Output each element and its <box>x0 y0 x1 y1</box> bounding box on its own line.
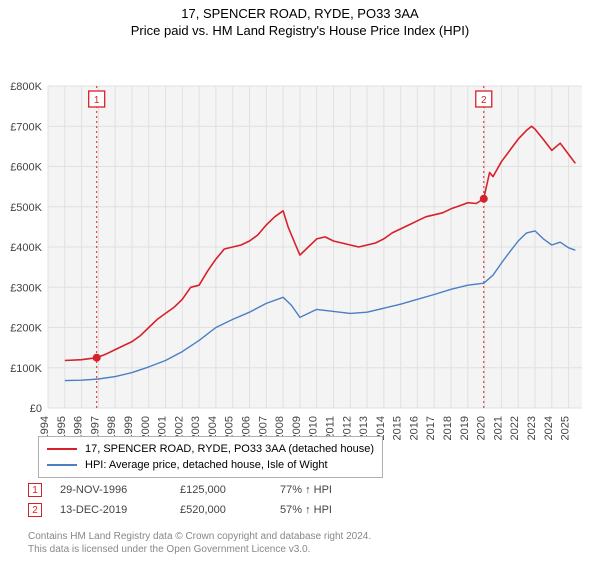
legend-swatch <box>47 448 77 450</box>
svg-text:1: 1 <box>94 95 100 106</box>
svg-text:£0: £0 <box>30 403 42 415</box>
svg-text:2021: 2021 <box>492 416 504 440</box>
svg-text:£300K: £300K <box>10 282 42 294</box>
sale-marker: 1 <box>28 483 42 497</box>
legend-item: 17, SPENCER ROAD, RYDE, PO33 3AA (detach… <box>47 441 374 457</box>
sale-price: £125,000 <box>180 484 280 496</box>
svg-text:2018: 2018 <box>442 416 454 440</box>
sale-date: 29-NOV-1996 <box>60 484 180 496</box>
svg-text:2020: 2020 <box>476 416 488 440</box>
svg-text:2017: 2017 <box>425 416 437 440</box>
svg-text:£200K: £200K <box>10 323 42 335</box>
svg-text:2016: 2016 <box>408 416 420 440</box>
legend: 17, SPENCER ROAD, RYDE, PO33 3AA (detach… <box>38 436 383 478</box>
price-chart: £0 £100K £200K £300K £400K £500K £600K £700K £80… <box>0 38 600 458</box>
legend-label: 17, SPENCER ROAD, RYDE, PO33 3AA (detach… <box>85 443 374 455</box>
page-title: 17, SPENCER ROAD, RYDE, PO33 3AA <box>0 6 600 21</box>
sales-table: 1 29-NOV-1996£125,00077% ↑ HPI 2 13-DEC-201… <box>28 480 390 520</box>
svg-text:£600K: £600K <box>10 162 42 174</box>
svg-text:2023: 2023 <box>526 416 538 440</box>
legend-label: HPI: Average price, detached house, Isle… <box>85 459 328 471</box>
sale-row: 1 29-NOV-1996£125,00077% ↑ HPI <box>28 480 390 500</box>
page-subtitle: Price paid vs. HM Land Registry's House … <box>0 23 600 38</box>
svg-text:£400K: £400K <box>10 242 42 254</box>
svg-text:2025: 2025 <box>560 416 572 440</box>
svg-text:£700K: £700K <box>10 121 42 133</box>
sale-date: 13-DEC-2019 <box>60 504 180 516</box>
sale-hpi: 77% ↑ HPI <box>280 484 390 496</box>
svg-text:£100K: £100K <box>10 363 42 375</box>
svg-text:2024: 2024 <box>543 416 555 440</box>
svg-text:2015: 2015 <box>392 416 404 440</box>
sale-hpi: 57% ↑ HPI <box>280 504 390 516</box>
svg-text:2022: 2022 <box>509 416 521 440</box>
svg-text:2019: 2019 <box>459 416 471 440</box>
svg-text:£800K: £800K <box>10 81 42 93</box>
footer-line-2: This data is licensed under the Open Gov… <box>28 543 371 556</box>
sale-price: £520,000 <box>180 504 280 516</box>
footer-attribution: Contains HM Land Registry data © Crown c… <box>28 530 371 556</box>
legend-item: HPI: Average price, detached house, Isle… <box>47 457 374 473</box>
legend-swatch <box>47 464 77 466</box>
svg-text:2: 2 <box>481 95 487 106</box>
sale-marker: 2 <box>28 503 42 517</box>
footer-line-1: Contains HM Land Registry data © Crown c… <box>28 530 371 543</box>
sale-row: 2 13-DEC-2019£520,00057% ↑ HPI <box>28 500 390 520</box>
svg-text:£500K: £500K <box>10 202 42 214</box>
